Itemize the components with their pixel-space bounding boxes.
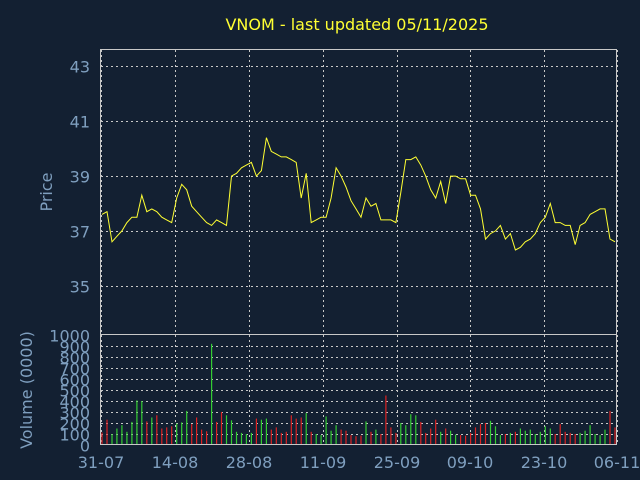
volume-bars	[101, 343, 616, 445]
price-tick-label: 35	[70, 278, 90, 297]
volume-tick-label: 0	[80, 437, 90, 456]
price-y-ticks: 35 37 39 41 43	[70, 58, 90, 297]
volume-tick-label: 300	[59, 404, 90, 423]
volume-tick-label: 600	[59, 371, 90, 390]
price-series	[101, 137, 616, 251]
x-tick-label: 11-09	[300, 453, 347, 472]
volume-tick-label: 700	[59, 360, 90, 379]
x-tick-label: 14-08	[152, 453, 199, 472]
x-tick-label: 25-09	[374, 453, 421, 472]
price-tick-label: 37	[70, 223, 90, 242]
volume-tick-label: 500	[59, 382, 90, 401]
price-tick-label: 43	[70, 58, 90, 77]
volume-tick-label: 200	[59, 415, 90, 434]
chart-title: VNOM - last updated 05/11/2025	[225, 15, 488, 34]
price-grid	[101, 50, 618, 335]
x-tick-label: 23-10	[521, 453, 568, 472]
price-tick-label: 39	[70, 168, 90, 187]
price-axis-label: Price	[37, 172, 56, 211]
volume-tick-label: 900	[59, 338, 90, 357]
volume-panel-frame	[100, 334, 617, 445]
volume-tick-label: 400	[59, 393, 90, 412]
x-tick-label: 06-11	[594, 453, 640, 472]
volume-axis-label: Volume (0000)	[17, 331, 36, 449]
volume-grid	[101, 335, 618, 445]
x-tick-label: 31-07	[78, 453, 125, 472]
volume-tick-label: 100	[59, 426, 90, 445]
volume-tick-label: 1000	[49, 327, 90, 346]
x-tick-label: 28-08	[226, 453, 273, 472]
x-tick-label: 09-10	[447, 453, 494, 472]
price-tick-label: 41	[70, 113, 90, 132]
x-ticks: 31-07 14-08 28-08 11-09 25-09 09-10 23-10 06-11	[78, 453, 640, 472]
volume-tick-label: 800	[59, 349, 90, 368]
price-line	[101, 137, 616, 251]
